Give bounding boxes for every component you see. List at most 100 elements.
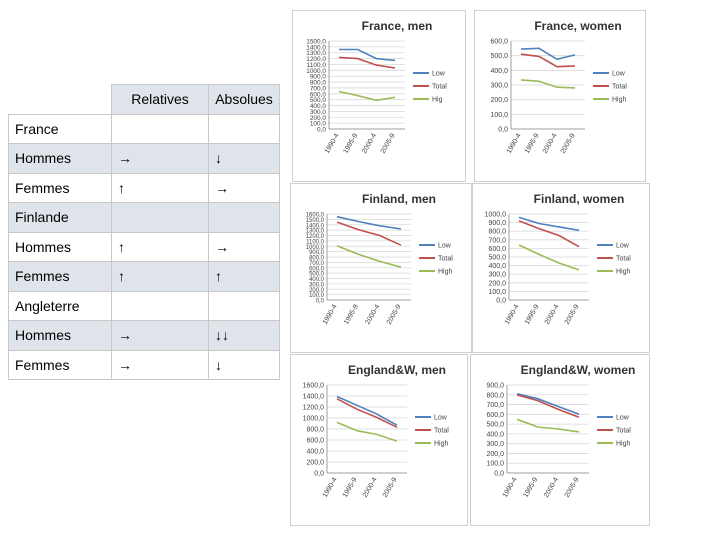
absolute-cell: → xyxy=(208,231,280,262)
y-tick-label: 900,0 xyxy=(486,383,504,390)
table-row: Femmes ↑ → xyxy=(8,172,280,203)
series-line-low xyxy=(520,47,576,61)
header-empty-cell xyxy=(8,84,112,115)
x-tick-label: 1995-9 xyxy=(342,132,359,154)
y-tick-label: 700,0 xyxy=(486,402,504,409)
x-tick-label: 2000-4 xyxy=(364,303,381,325)
x-tick-label: 2005-9 xyxy=(380,132,397,154)
legend-label: Low xyxy=(432,71,446,78)
relative-cell: → xyxy=(111,349,209,380)
chart-france-men: France, men 1500,0 1400,0 1300,0 1200,0 1100,… xyxy=(292,10,466,182)
y-tick-label: 900,0 xyxy=(488,220,506,227)
y-tick-label: 400,0 xyxy=(309,277,325,283)
chart-svg: England&W, women 900,0 800,0 700,0 600,0 500,… xyxy=(486,363,636,499)
legend-label: Low xyxy=(612,71,626,78)
y-tick-label: 700,0 xyxy=(310,85,327,92)
chart-title: France, women xyxy=(534,19,621,33)
y-tick-label: 0,0 xyxy=(496,298,506,305)
y-tick-label: 0,0 xyxy=(314,471,324,478)
legend-label: High xyxy=(616,441,631,448)
series-line-high xyxy=(520,79,576,89)
y-tick-label: 1400,0 xyxy=(303,394,325,401)
row-label: Femmes xyxy=(8,172,112,203)
table-row: Finlande xyxy=(8,202,280,233)
x-tick-label: 1995-9 xyxy=(522,476,539,498)
series-line-low xyxy=(516,393,580,416)
y-tick-label: 500,0 xyxy=(310,97,327,104)
relative-cell: → xyxy=(111,320,209,351)
table-row: Hommes → ↓↓ xyxy=(8,320,280,351)
y-tick-label: 800,0 xyxy=(486,392,504,399)
y-tick-label: 1400,0 xyxy=(306,223,325,229)
relative-cell: ↑ xyxy=(111,231,209,262)
y-tick-label: 300,0 xyxy=(309,282,325,288)
table-row: Femmes ↑ ↑ xyxy=(8,261,280,292)
legend-label: High xyxy=(612,97,627,104)
y-tick-label: 1300,0 xyxy=(306,50,326,57)
series-line-total xyxy=(336,398,398,429)
legend-label: High xyxy=(434,441,449,448)
series-line-high xyxy=(338,90,396,102)
row-label: Hommes xyxy=(8,143,112,174)
table-row: Hommes ↑ → xyxy=(8,231,280,262)
header-absolues: Absolues xyxy=(208,84,280,115)
x-tick-label: 2000-4 xyxy=(544,303,561,325)
x-tick-label: 1990-4 xyxy=(502,476,519,498)
series-line-total xyxy=(338,56,396,69)
series-line-high xyxy=(336,421,398,442)
y-tick-label: 900,0 xyxy=(310,74,327,81)
relative-cell: ↑ xyxy=(111,172,209,203)
y-tick-label: 1300,0 xyxy=(306,229,325,235)
relative-cell xyxy=(111,113,209,144)
y-tick-label: 600,0 xyxy=(490,39,508,46)
absolute-cell xyxy=(208,290,280,321)
x-tick-label: 1990-4 xyxy=(324,132,341,154)
y-tick-label: 1600,0 xyxy=(306,213,325,219)
chart-finland-men: Finland, men 1600,0 1500,0 1400,0 1300,0 1200… xyxy=(290,183,472,353)
x-tick-label: 2005-9 xyxy=(386,303,403,325)
legend-label: High xyxy=(616,269,631,276)
y-tick-label: 500,0 xyxy=(488,255,506,262)
chart-title: England&W, women xyxy=(521,363,636,377)
chart-france-women: France, women 600,0 500,0 400,0 300,0 200,0 10… xyxy=(474,10,646,182)
x-tick-label: 2005-9 xyxy=(564,476,581,498)
chart-title: Finland, men xyxy=(362,192,436,206)
chart-title: England&W, men xyxy=(348,363,446,377)
y-tick-label: 1100,0 xyxy=(307,62,327,69)
y-tick-label: 800,0 xyxy=(306,427,324,434)
x-tick-label: 1990-4 xyxy=(322,303,339,325)
y-tick-label: 200,0 xyxy=(306,460,324,467)
legend-label: Total xyxy=(434,428,449,435)
x-tick-label: 1990-4 xyxy=(506,132,523,154)
y-tick-label: 600,0 xyxy=(486,412,504,419)
legend-label: Low xyxy=(616,415,630,422)
row-label: Femmes xyxy=(8,261,112,292)
y-tick-label: 200,0 xyxy=(486,451,504,458)
y-tick-label: 600,0 xyxy=(306,438,324,445)
y-tick-label: 500,0 xyxy=(309,272,325,278)
y-tick-label: 600,0 xyxy=(488,246,506,253)
table-row: Femmes → ↓ xyxy=(8,349,280,380)
x-tick-label: 2005-9 xyxy=(382,476,399,498)
y-tick-label: 300,0 xyxy=(310,109,327,116)
y-tick-label: 600,0 xyxy=(309,266,325,272)
table-header-row: Relatives Absolues xyxy=(8,84,280,115)
y-tick-label: 1200,0 xyxy=(306,56,326,63)
y-tick-label: 100,0 xyxy=(488,289,506,296)
y-tick-label: 0,0 xyxy=(498,127,508,134)
y-tick-label: 1200,0 xyxy=(303,405,325,412)
x-tick-label: 2000-4 xyxy=(542,132,559,154)
y-tick-label: 800,0 xyxy=(488,229,506,236)
x-tick-label: 2000-4 xyxy=(543,476,560,498)
legend-label: Total xyxy=(432,84,447,91)
y-tick-label: 1200,0 xyxy=(306,234,325,240)
series-line-high xyxy=(518,244,580,271)
chart-svg: France, men 1500,01400,01300,01200,01100,… xyxy=(306,19,447,155)
chart-englandw-men: England&W, men 1600,0 1400,0 1200,0 1000,0 80… xyxy=(290,354,468,526)
y-tick-label: 200,0 xyxy=(488,280,506,287)
legend-label: Total xyxy=(616,256,631,263)
row-label: Finlande xyxy=(8,202,112,233)
y-tick-label: 1000,0 xyxy=(306,68,326,75)
legend-label: Low xyxy=(616,243,630,250)
